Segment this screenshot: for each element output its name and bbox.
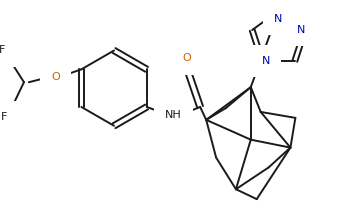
Text: N: N <box>297 25 305 35</box>
Text: O: O <box>51 72 60 82</box>
Text: NH: NH <box>165 110 182 120</box>
Text: F: F <box>1 112 7 122</box>
Text: F: F <box>0 46 5 56</box>
Text: N: N <box>274 14 283 24</box>
Text: N: N <box>262 56 270 66</box>
Text: O: O <box>182 53 191 63</box>
